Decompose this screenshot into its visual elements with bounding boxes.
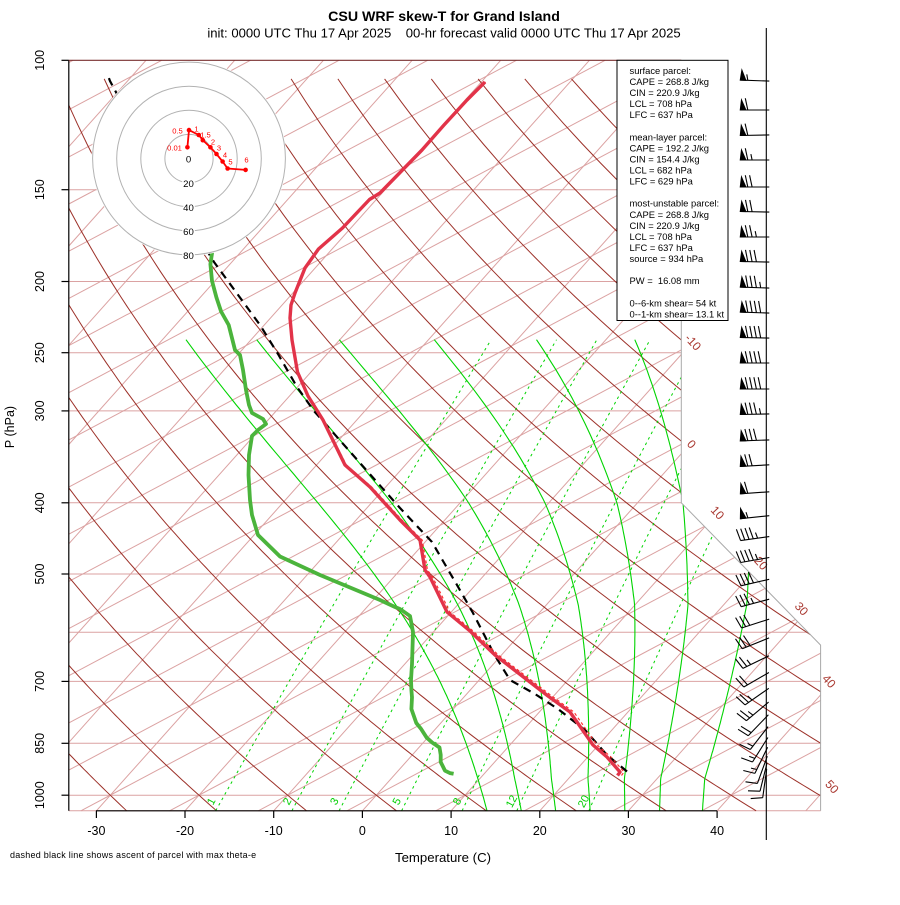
svg-text:100: 100 (33, 50, 47, 71)
svg-text:surface parcel:: surface parcel: (630, 65, 692, 76)
svg-text:LFC = 629 hPa: LFC = 629 hPa (630, 176, 694, 187)
svg-text:3: 3 (217, 144, 221, 153)
svg-text:80: 80 (183, 251, 194, 262)
svg-text:1000: 1000 (33, 781, 47, 809)
svg-text:1.5: 1.5 (200, 131, 211, 140)
svg-text:CAPE = 192.2 J/kg: CAPE = 192.2 J/kg (630, 142, 709, 153)
svg-text:1: 1 (194, 125, 198, 134)
svg-text:0.5: 0.5 (172, 127, 183, 136)
svg-text:300: 300 (33, 400, 47, 421)
svg-text:40: 40 (183, 203, 194, 214)
svg-text:Temperature (C): Temperature (C) (395, 850, 491, 865)
svg-text:5: 5 (228, 158, 232, 167)
svg-text:20: 20 (183, 179, 194, 190)
svg-text:P (hPa): P (hPa) (3, 406, 17, 448)
svg-text:CIN = 220.9 J/kg: CIN = 220.9 J/kg (630, 220, 700, 231)
svg-text:0: 0 (186, 155, 191, 166)
svg-text:CIN = 154.4 J/kg: CIN = 154.4 J/kg (630, 154, 700, 165)
svg-text:2: 2 (211, 138, 215, 147)
svg-text:CAPE = 268.8 J/kg: CAPE = 268.8 J/kg (630, 76, 709, 87)
svg-text:4: 4 (223, 151, 227, 160)
svg-text:LFC = 637 hPa: LFC = 637 hPa (630, 109, 694, 120)
svg-text:10: 10 (444, 824, 458, 838)
svg-text:6: 6 (244, 156, 248, 165)
svg-text:30: 30 (621, 824, 635, 838)
svg-text:mean-layer parcel:: mean-layer parcel: (630, 131, 708, 142)
svg-text:CAPE = 268.8 J/kg: CAPE = 268.8 J/kg (630, 209, 709, 220)
svg-text:LFC = 637 hPa: LFC = 637 hPa (630, 242, 694, 253)
svg-text:60: 60 (183, 227, 194, 238)
svg-text:-20: -20 (176, 824, 194, 838)
svg-text:init: 0000 UTC Thu 17 Apr 2025: init: 0000 UTC Thu 17 Apr 2025 00-hr for… (207, 26, 680, 41)
svg-text:500: 500 (33, 564, 47, 585)
svg-text:CSU WRF skew-T for Grand Islan: CSU WRF skew-T for Grand Island (328, 9, 560, 25)
svg-text:-10: -10 (265, 824, 283, 838)
svg-text:850: 850 (33, 733, 47, 754)
svg-text:0--6-km shear= 54 kt: 0--6-km shear= 54 kt (630, 297, 717, 308)
svg-text:150: 150 (33, 179, 47, 200)
svg-text:0--1-km shear= 13.1 kt: 0--1-km shear= 13.1 kt (630, 308, 725, 319)
svg-text:-30: -30 (87, 824, 105, 838)
svg-text:250: 250 (33, 342, 47, 363)
svg-text:CIN = 220.9 J/kg: CIN = 220.9 J/kg (630, 87, 700, 98)
svg-text:PW = 16.08 mm: PW = 16.08 mm (630, 275, 700, 286)
svg-text:most-unstable parcel:: most-unstable parcel: (630, 198, 720, 209)
svg-text:0: 0 (359, 824, 366, 838)
svg-text:LCL = 708 hPa: LCL = 708 hPa (630, 231, 693, 242)
svg-text:20: 20 (533, 824, 547, 838)
svg-text:LCL = 708 hPa: LCL = 708 hPa (630, 98, 693, 109)
svg-text:400: 400 (33, 492, 47, 513)
svg-text:200: 200 (33, 271, 47, 292)
svg-text:700: 700 (33, 671, 47, 692)
svg-text:40: 40 (710, 824, 724, 838)
svg-text:source = 934 hPa: source = 934 hPa (630, 253, 705, 264)
svg-text:LCL = 682 hPa: LCL = 682 hPa (630, 165, 693, 176)
svg-text:dashed black line shows ascent: dashed black line shows ascent of parcel… (10, 850, 256, 860)
svg-text:0.01: 0.01 (167, 144, 182, 153)
